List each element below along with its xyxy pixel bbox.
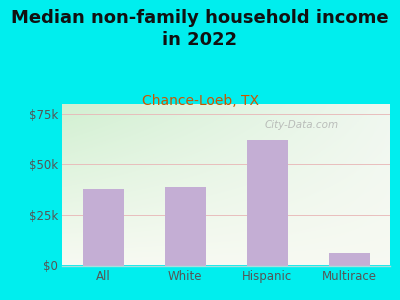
Bar xyxy=(164,187,206,266)
Text: Chance-Loeb, TX: Chance-Loeb, TX xyxy=(142,94,258,109)
Text: Median non-family household income
in 2022: Median non-family household income in 20… xyxy=(11,9,389,49)
Bar xyxy=(246,140,288,266)
Bar xyxy=(328,253,370,266)
Bar xyxy=(82,188,124,266)
Text: City-Data.com: City-Data.com xyxy=(264,120,338,130)
